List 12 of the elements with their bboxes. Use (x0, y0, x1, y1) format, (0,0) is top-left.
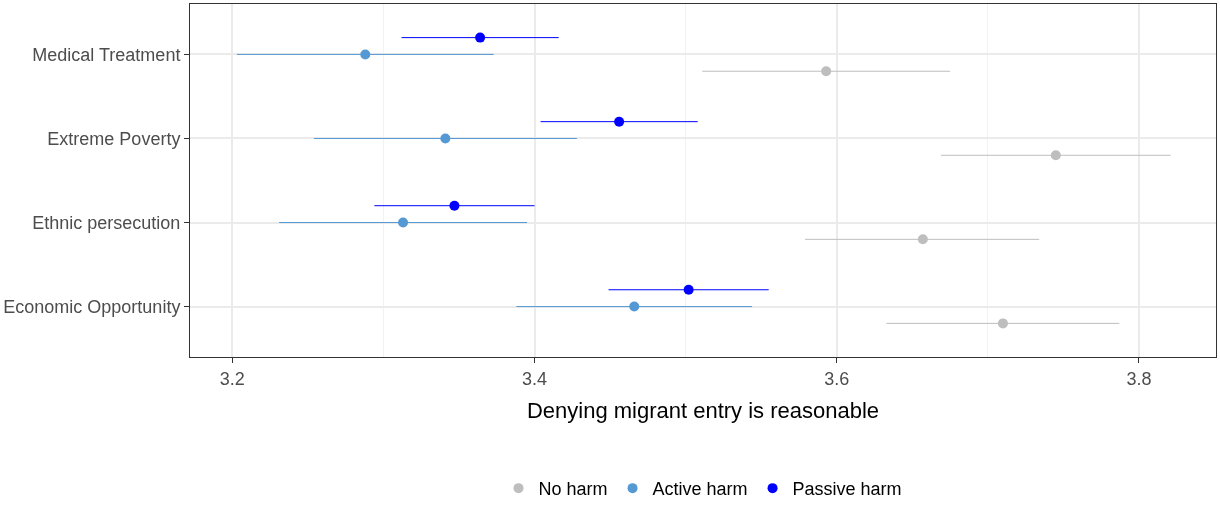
y-tick-label: Ethnic persecution (32, 212, 181, 233)
legend-label: Active harm (652, 479, 748, 500)
x-axis-title: Denying migrant entry is reasonable (526, 398, 880, 424)
legend-label: Passive harm (792, 479, 902, 500)
legend-label: No harm (538, 479, 608, 500)
x-tick-label: 3.6 (824, 368, 850, 389)
y-tick-label: Extreme Poverty (47, 128, 181, 149)
x-tick-label: 3.2 (219, 368, 245, 389)
x-tick-label: 3.8 (1126, 368, 1152, 389)
y-tick-label: Medical Treatment (32, 44, 181, 65)
y-tick-label: Economic Opportunity (3, 296, 181, 317)
x-tick-label: 3.4 (522, 368, 548, 389)
